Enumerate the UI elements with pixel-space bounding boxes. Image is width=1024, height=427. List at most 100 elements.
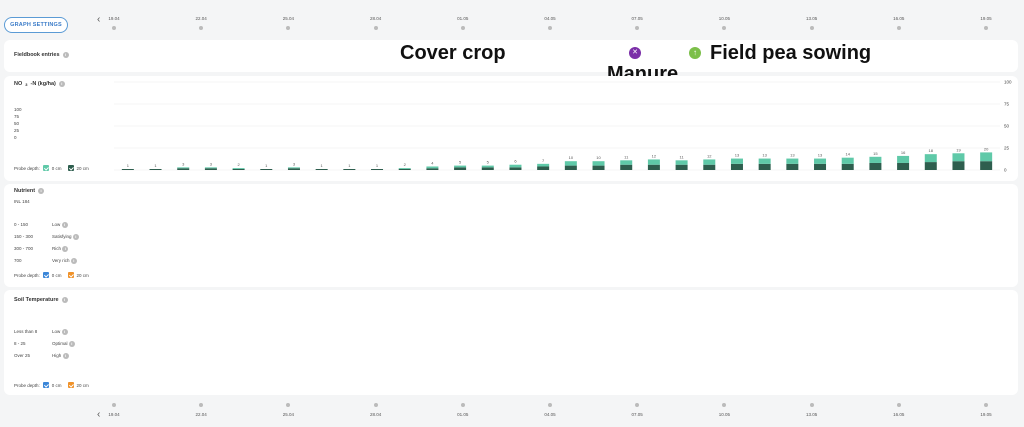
timeline-dot[interactable] — [460, 26, 465, 30]
timeline-dot[interactable] — [635, 26, 640, 30]
timeline-dot[interactable] — [984, 26, 988, 30]
timeline-date: 04.05 — [544, 16, 556, 21]
timeline-dot[interactable] — [199, 26, 204, 30]
info-icon[interactable]: i — [58, 81, 65, 87]
no3-bar-20cm — [980, 161, 993, 170]
sowing-icon[interactable]: ↑ — [689, 47, 701, 59]
no3-scale-label: 25 — [14, 128, 20, 133]
timeline-prev-icon[interactable]: ‹ — [97, 409, 101, 420]
timeline-dot[interactable] — [460, 403, 465, 407]
timeline-dot[interactable] — [722, 403, 727, 407]
no3-bar-label: 20 — [984, 146, 989, 151]
legend-label: 0 cm — [51, 272, 62, 278]
timeline-dot[interactable] — [722, 26, 727, 30]
no3-bar-0cm — [592, 161, 605, 166]
info-icon[interactable]: i — [61, 329, 68, 335]
no3-bar-label: 1 — [321, 163, 324, 168]
info-icon[interactable]: i — [68, 341, 75, 347]
no3-bar-20cm — [260, 169, 273, 170]
checkbox-20cm[interactable] — [67, 165, 74, 171]
timeline-dot[interactable] — [112, 26, 116, 30]
no3-bar-label: 5 — [487, 160, 490, 165]
timeline-dot[interactable] — [896, 403, 901, 407]
right-axis-label: 75 — [1004, 102, 1010, 107]
no3-bar-label: 16 — [901, 150, 906, 155]
no3-bar-0cm — [786, 158, 799, 164]
no3-bar-label: 13 — [818, 153, 823, 158]
range-row: 300 - 700 Rich i — [14, 246, 69, 252]
no3-scale-label: 0 — [14, 135, 17, 140]
soil-title: Soil Temperature i — [14, 297, 68, 303]
no3-title: NO 3 -N (kg/ha) i — [14, 81, 65, 87]
timeline-date: 10.05 — [718, 16, 731, 21]
info-icon[interactable]: i — [72, 234, 79, 240]
timeline-dot[interactable] — [548, 26, 552, 30]
info-icon[interactable]: i — [61, 222, 68, 228]
no3-bar-20cm — [149, 169, 162, 170]
checkbox-0cm[interactable] — [42, 272, 49, 278]
checkbox-20cm[interactable] — [67, 272, 74, 278]
legend-label: 20 cm — [76, 382, 89, 388]
fieldbook-panel: Fieldbook entries i — [4, 40, 1018, 72]
info-icon[interactable]: i — [62, 52, 69, 58]
info-icon[interactable]: i — [38, 188, 45, 194]
no3-bar-20cm — [924, 162, 937, 170]
timeline-dot[interactable] — [809, 26, 814, 30]
range-value: 700 — [14, 258, 22, 263]
graph-settings-button[interactable]: GRAPH SETTINGS — [4, 17, 68, 33]
timeline-date: 01.05 — [457, 412, 469, 417]
fieldbook-title-text: Fieldbook entries — [14, 52, 60, 58]
info-icon[interactable]: i — [62, 353, 69, 359]
no3-bar-20cm — [315, 169, 328, 170]
nutrient-legend: Probe depth: 0 cm 20 cm — [14, 272, 89, 278]
timeline-dot[interactable] — [548, 403, 552, 407]
range-value: 0 - 150 — [14, 222, 29, 227]
no3-bar-20cm — [952, 161, 965, 170]
range-value: 300 - 700 — [14, 246, 34, 251]
range-level: High — [52, 353, 62, 358]
info-icon[interactable]: i — [70, 258, 77, 264]
no3-bar-20cm — [675, 164, 688, 170]
fieldbook-event-cover-crop[interactable]: Cover crop — [400, 42, 506, 64]
no3-bar-20cm — [537, 166, 550, 170]
timeline-date: 19.04 — [108, 412, 120, 417]
range-row: 0 - 150 Low i — [14, 222, 68, 228]
right-axis-label: 25 — [1004, 146, 1010, 151]
timeline-date: 25.04 — [282, 412, 295, 417]
checkbox-0cm[interactable] — [42, 165, 49, 171]
info-icon[interactable]: i — [62, 246, 69, 252]
timeline-date: 25.04 — [282, 16, 295, 21]
timeline-dot[interactable] — [286, 403, 291, 407]
checkbox-20cm[interactable] — [67, 382, 74, 388]
checkbox-0cm[interactable] — [42, 382, 49, 388]
no3-bar-20cm — [398, 169, 411, 170]
legend-label: 20 cm — [76, 165, 89, 171]
timeline-dot[interactable] — [896, 26, 901, 30]
timeline-dot[interactable] — [286, 26, 291, 30]
timeline-dot[interactable] — [373, 26, 378, 30]
no3-bar-label: 1 — [348, 163, 351, 168]
timeline-dot[interactable] — [112, 403, 116, 407]
timeline-date: 16.05 — [893, 412, 905, 417]
timeline-dot[interactable] — [635, 403, 640, 407]
no3-bar-label: 15 — [873, 151, 878, 156]
manure-icon[interactable]: ✕ — [629, 47, 641, 59]
timeline-dot[interactable] — [373, 403, 378, 407]
fieldbook-event-field-pea-sowing[interactable]: Field pea sowing — [710, 42, 872, 64]
timeline-dot[interactable] — [199, 403, 204, 407]
soil-legend: Probe depth: 0 cm 20 cm — [14, 382, 89, 388]
timeline-dot[interactable] — [984, 403, 988, 407]
timeline-date: 07.05 — [631, 412, 643, 417]
timeline-prev-icon[interactable]: ‹ — [97, 14, 101, 25]
timeline-dot[interactable] — [809, 403, 814, 407]
no3-bar-0cm — [647, 159, 660, 165]
no3-bar-20cm — [814, 163, 827, 170]
no3-bar-label: 11 — [680, 154, 685, 159]
no3-bar-20cm — [730, 163, 743, 170]
no3-bar-0cm — [675, 160, 688, 165]
inl-label: INL — [14, 199, 21, 204]
info-icon[interactable]: i — [61, 297, 68, 303]
probe-depth-label: Probe depth: — [14, 272, 40, 278]
no3-legend: Probe depth: 0 cm 20 cm — [14, 165, 89, 171]
no3-bar-20cm — [509, 167, 522, 170]
